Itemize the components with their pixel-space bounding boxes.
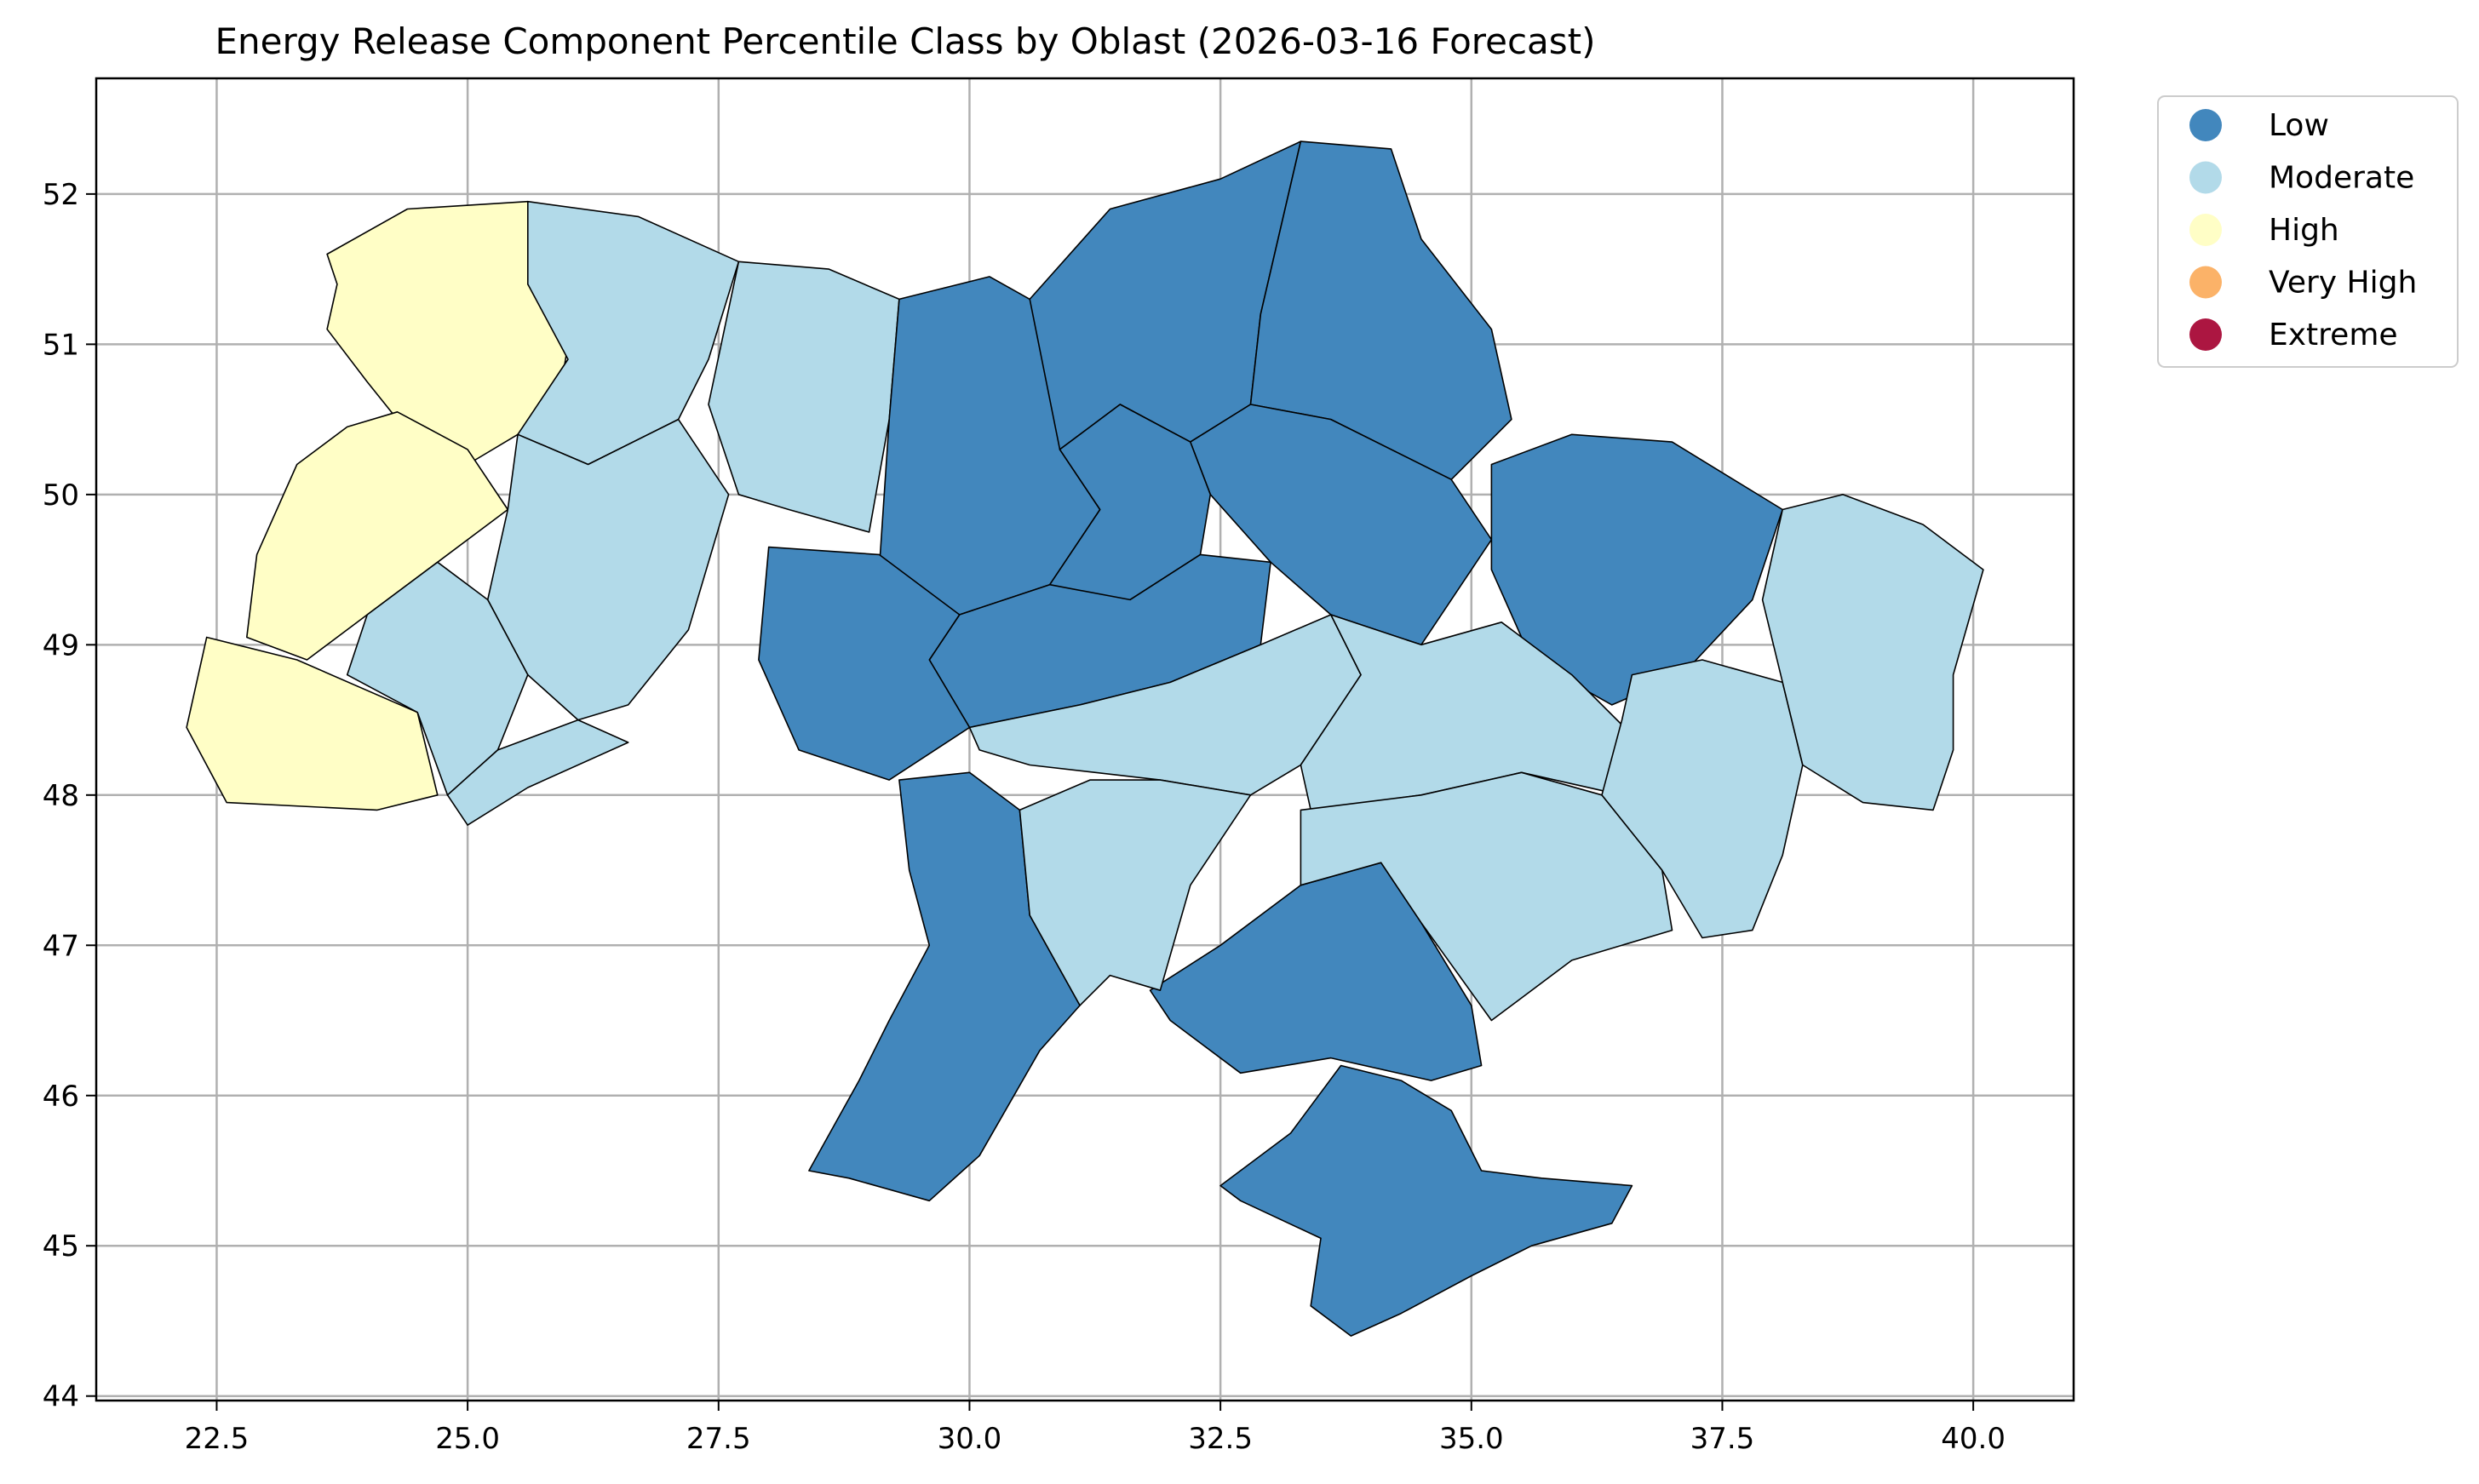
- oblast-region: [446, 719, 629, 826]
- x-tick-label: 27.5: [686, 1422, 751, 1456]
- legend-label: Very High: [2269, 266, 2417, 301]
- y-tick-label: 45: [43, 1229, 79, 1263]
- oblast-region: [708, 261, 900, 533]
- oblast-region: [1190, 404, 1493, 646]
- legend-label: High: [2269, 213, 2339, 248]
- legend-marker: [2189, 214, 2222, 246]
- legend-marker: [2189, 318, 2222, 351]
- y-tick-label: 44: [43, 1380, 79, 1414]
- y-tick-label: 48: [43, 779, 79, 813]
- oblast-region: [1300, 614, 1633, 811]
- legend-marker: [2189, 109, 2222, 141]
- x-tick-label: 30.0: [938, 1422, 1002, 1456]
- oblast-region: [186, 636, 439, 811]
- x-tick-label: 37.5: [1690, 1422, 1755, 1456]
- legend-label: Moderate: [2269, 161, 2414, 196]
- legend: Low Moderate High Very High Extreme: [2157, 95, 2459, 368]
- y-tick-label: 51: [43, 328, 79, 362]
- legend-entries: Low Moderate High Very High Extreme: [2189, 108, 2417, 352]
- y-axis-ticks: 44 45 46 47 48 49 50 51 52: [43, 178, 96, 1414]
- x-axis-ticks: 22.5 25.0 27.5 30.0 32.5 35.0 37.5 40.0: [185, 1401, 2006, 1456]
- oblast-regions: [186, 140, 1984, 1337]
- oblast-region: [1761, 493, 1984, 811]
- oblast-region: [1249, 140, 1512, 481]
- oblast-region: [486, 418, 730, 721]
- oblast-region: [1300, 771, 1673, 1022]
- x-tick-label: 32.5: [1188, 1422, 1253, 1456]
- chart-title: Energy Release Component Percentile Clas…: [215, 20, 1595, 62]
- y-tick-label: 50: [43, 478, 79, 513]
- y-tick-label: 49: [43, 628, 79, 662]
- x-tick-label: 25.0: [435, 1422, 500, 1456]
- y-tick-label: 46: [43, 1080, 79, 1114]
- oblast-region: [1149, 862, 1483, 1081]
- legend-label: Extreme: [2269, 318, 2398, 352]
- y-tick-label: 47: [43, 929, 79, 963]
- oblast-region: [1219, 1064, 1633, 1337]
- oblast-region: [1019, 779, 1252, 1006]
- legend-marker: [2189, 161, 2222, 194]
- oblast-region: [1490, 433, 1783, 706]
- y-tick-label: 52: [43, 178, 79, 212]
- oblast-region: [1601, 659, 1804, 939]
- legend-marker: [2189, 266, 2222, 299]
- legend-box: [2157, 95, 2459, 368]
- x-tick-label: 22.5: [185, 1422, 250, 1456]
- plot-frame: [95, 77, 2075, 1402]
- legend-label: Low: [2269, 108, 2329, 143]
- x-tick-label: 35.0: [1439, 1422, 1504, 1456]
- x-tick-label: 40.0: [1941, 1422, 2006, 1456]
